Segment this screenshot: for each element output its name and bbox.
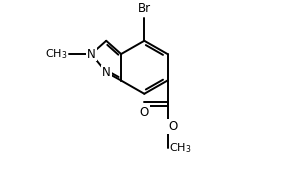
Text: N: N (102, 66, 111, 79)
Text: CH$_3$: CH$_3$ (169, 141, 192, 155)
Text: O: O (140, 106, 149, 119)
Text: Br: Br (138, 2, 151, 15)
Text: N: N (87, 48, 96, 61)
Text: O: O (168, 120, 178, 134)
Text: CH$_3$: CH$_3$ (45, 47, 68, 61)
